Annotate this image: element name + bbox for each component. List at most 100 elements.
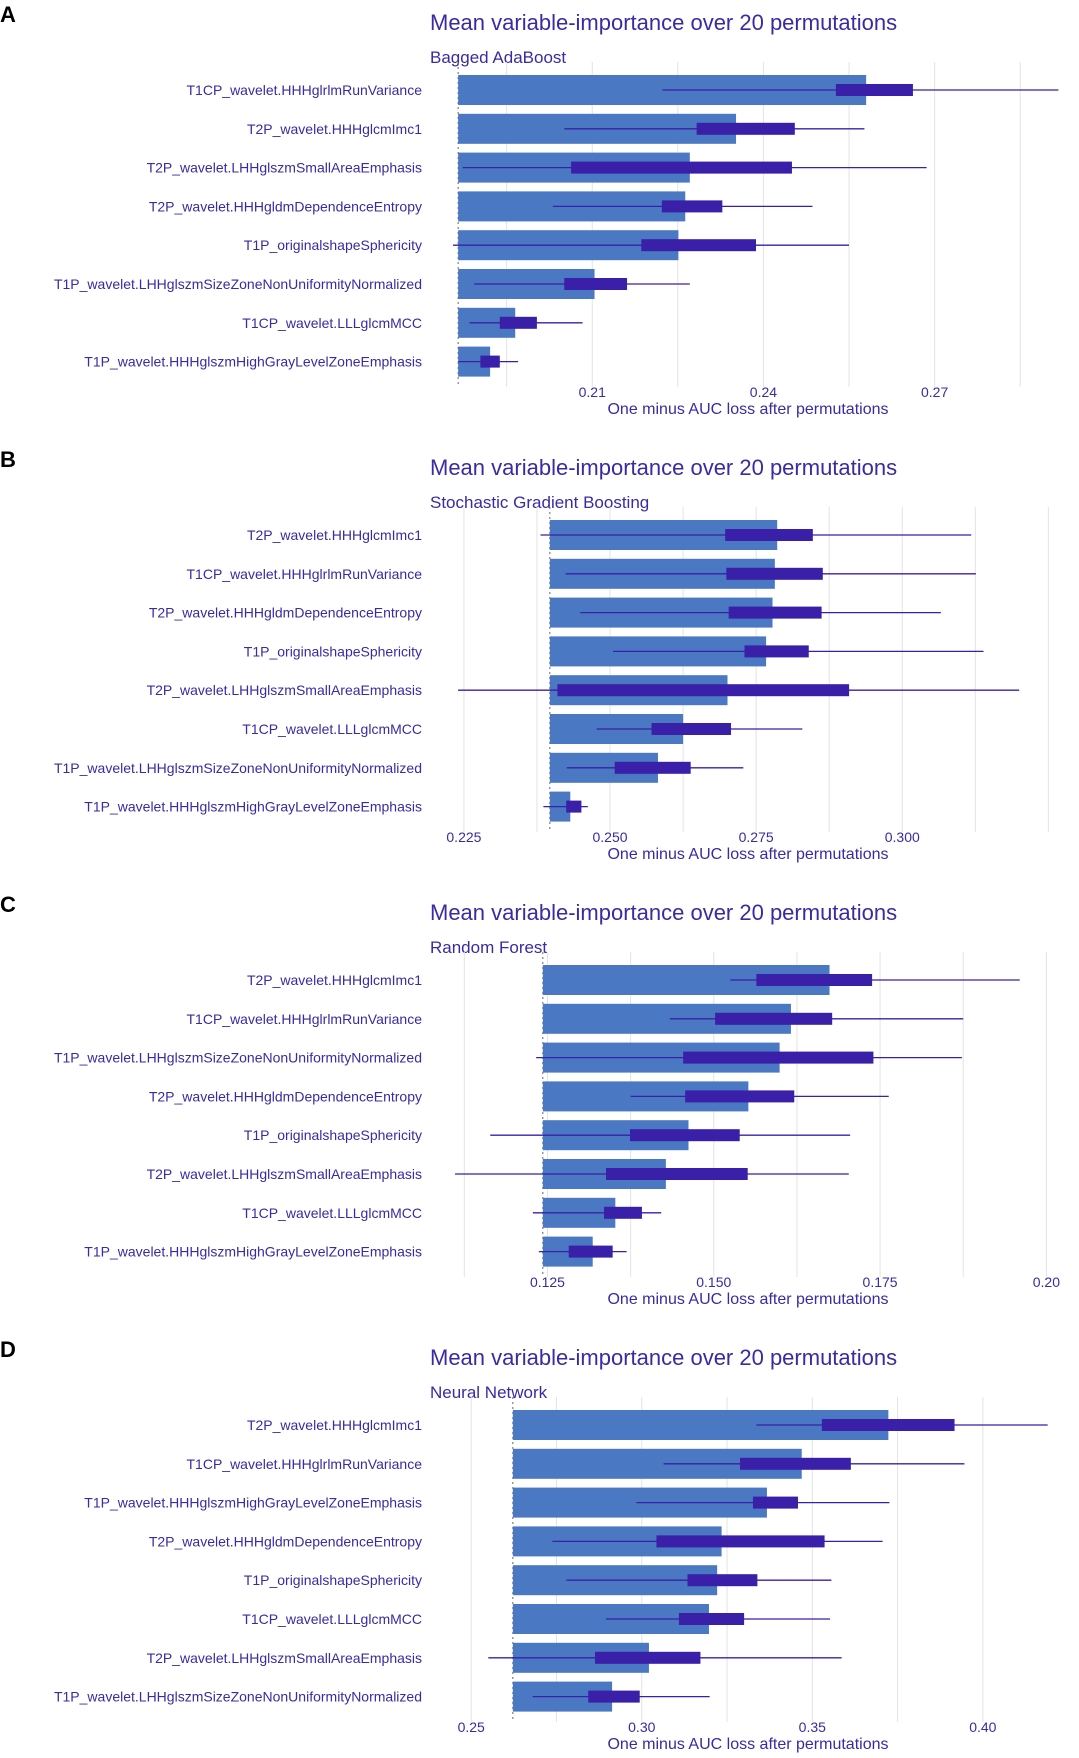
quartile-box [629,1129,740,1142]
quartile-box [696,122,795,135]
feature-label: T1CP_wavelet.HHHglrlmRunVariance [187,82,423,98]
chart-title: Mean variable-importance over 20 permuta… [430,455,897,480]
quartile-box [725,529,813,541]
panel-a: A Mean variable-importance over 20 permut… [0,2,1059,418]
x-tick-label: 0.20 [1033,1274,1060,1290]
x-axis-label: One minus AUC loss after permutations [607,401,888,418]
x-tick-label: 0.27 [921,384,948,400]
quartile-box [728,606,822,619]
quartile-box [480,355,500,368]
chart-title: Mean variable-importance over 20 permuta… [430,1345,897,1370]
feature-label: T1CP_wavelet.HHHglrlmRunVariance [187,566,423,582]
quartile-box [687,1574,758,1587]
x-axis-label: One minus AUC loss after permutations [607,1291,888,1308]
panel-b: B Mean variable-importance over 20 permut… [0,447,1049,863]
x-tick-label: 0.275 [739,829,774,845]
feature-label: T1CP_wavelet.LLLglcmMCC [242,315,422,331]
quartile-box [752,1496,798,1509]
x-tick-label: 0.25 [458,1719,485,1735]
chart-title: Mean variable-importance over 20 permuta… [430,10,897,35]
x-tick-label: 0.40 [969,1719,996,1735]
quartile-box [566,800,582,813]
x-tick-label: 0.175 [863,1274,898,1290]
x-tick-label: 0.225 [446,829,481,845]
quartile-box [756,974,873,986]
quartile-box [821,1419,955,1431]
quartile-box [651,723,732,735]
quartile-box [606,1168,748,1180]
chart-title: Mean variable-importance over 20 permuta… [430,900,897,925]
feature-label: T1P_originalshapeSphericity [244,643,422,659]
quartile-box [588,1690,640,1703]
quartile-box [614,761,691,774]
chart-subtitle: Random Forest [430,938,547,957]
quartile-box [744,645,809,658]
x-tick-label: 0.150 [696,1274,731,1290]
x-tick-label: 0.30 [628,1719,655,1735]
panel-d: D Mean variable-importance over 20 permut… [0,1337,1048,1753]
x-tick-label: 0.35 [799,1719,826,1735]
feature-label: T2P_wavelet.LHHglszmSmallAreaEmphasis [147,1650,422,1666]
x-tick-label: 0.125 [530,1274,565,1290]
feature-label: T1CP_wavelet.HHHglrlmRunVariance [187,1456,423,1472]
feature-label: T1P_wavelet.HHHglszmHighGrayLevelZoneEmp… [84,1495,422,1511]
feature-label: T1P_originalshapeSphericity [244,237,422,253]
x-tick-label: 0.300 [885,829,920,845]
x-tick-label: 0.24 [750,384,777,400]
quartile-box [656,1535,825,1548]
quartile-box [740,1457,851,1470]
quartile-box [571,161,792,174]
feature-label: T2P_wavelet.HHHglcmImc1 [247,121,422,137]
feature-label: T2P_wavelet.HHHglcmImc1 [247,527,422,543]
quartile-box [604,1206,642,1219]
feature-label: T2P_wavelet.HHHgldmDependenceEntropy [149,1533,422,1549]
feature-label: T1P_wavelet.HHHglszmHighGrayLevelZoneEmp… [84,1244,422,1260]
panel-letter: B [0,447,16,472]
x-axis-label: One minus AUC loss after permutations [607,846,888,863]
panel-letter: C [0,892,16,917]
feature-label: T1P_wavelet.HHHglszmHighGrayLevelZoneEmp… [84,799,422,815]
feature-label: T1CP_wavelet.LLLglcmMCC [242,721,422,737]
feature-label: T2P_wavelet.LHHglszmSmallAreaEmphasis [147,160,422,176]
feature-label: T2P_wavelet.HHHglcmImc1 [247,1417,422,1433]
chart-subtitle: Stochastic Gradient Boosting [430,493,649,512]
feature-label: T1CP_wavelet.LLLglcmMCC [242,1205,422,1221]
panel-letter: D [0,1337,16,1362]
feature-label: T2P_wavelet.HHHglcmImc1 [247,972,422,988]
chart-subtitle: Bagged AdaBoost [430,48,566,67]
x-tick-label: 0.21 [579,384,606,400]
feature-label: T1CP_wavelet.HHHglrlmRunVariance [187,1011,423,1027]
feature-label: T2P_wavelet.LHHglszmSmallAreaEmphasis [147,682,422,698]
feature-label: T1P_wavelet.LHHglszmSizeZoneNonUniformit… [54,1050,422,1066]
quartile-box [685,1090,795,1103]
quartile-box [726,567,823,580]
quartile-box [595,1651,701,1664]
feature-label: T1P_wavelet.LHHglszmSizeZoneNonUniformit… [54,760,422,776]
quartile-box [715,1012,833,1025]
feature-label: T1P_wavelet.LHHglszmSizeZoneNonUniformit… [54,276,422,292]
feature-label: T1P_wavelet.HHHglszmHighGrayLevelZoneEmp… [84,354,422,370]
quartile-box [499,316,537,329]
x-axis-label: One minus AUC loss after permutations [607,1736,888,1753]
feature-label: T1P_wavelet.LHHglszmSizeZoneNonUniformit… [54,1689,422,1705]
panel-letter: A [0,2,16,27]
quartile-box [678,1613,745,1625]
quartile-box [641,239,757,252]
panel-c: C Mean variable-importance over 20 permut… [0,892,1060,1308]
feature-label: T2P_wavelet.LHHglszmSmallAreaEmphasis [147,1166,422,1182]
feature-label: T2P_wavelet.HHHgldmDependenceEntropy [149,1088,422,1104]
quartile-box [661,200,723,213]
feature-label: T1P_originalshapeSphericity [244,1572,422,1588]
quartile-box [568,1245,613,1258]
feature-label: T2P_wavelet.HHHgldmDependenceEntropy [149,605,422,621]
feature-label: T2P_wavelet.HHHgldmDependenceEntropy [149,198,422,214]
x-tick-label: 0.250 [593,829,628,845]
quartile-box [835,84,913,96]
quartile-box [564,278,628,290]
feature-label: T1CP_wavelet.LLLglcmMCC [242,1611,422,1627]
chart-subtitle: Neural Network [430,1383,548,1402]
feature-label: T1P_originalshapeSphericity [244,1127,422,1143]
quartile-box [557,684,850,697]
quartile-box [683,1051,874,1064]
